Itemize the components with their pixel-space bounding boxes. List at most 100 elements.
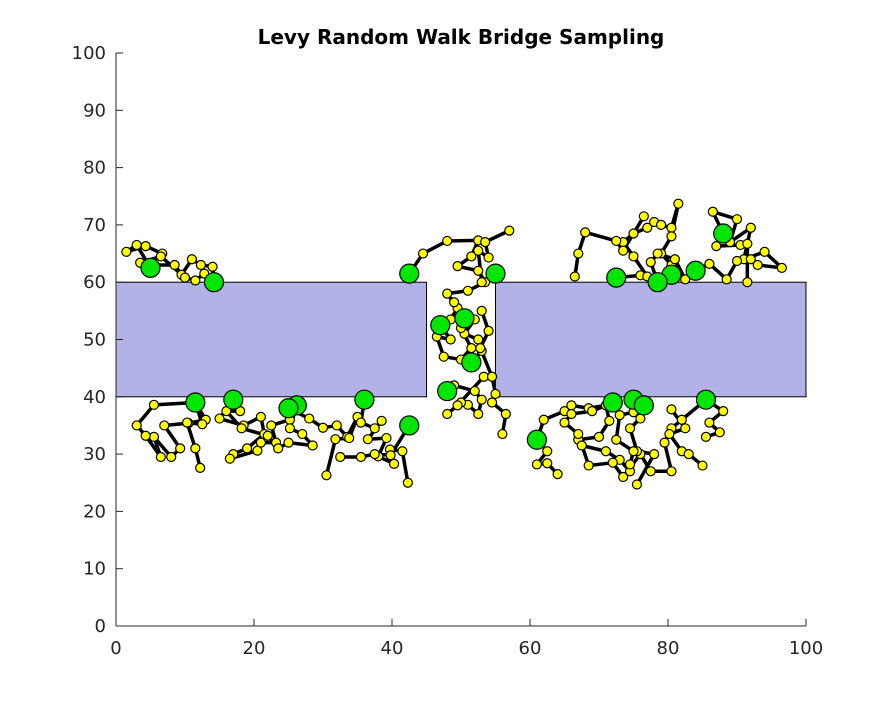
waypoint-marker xyxy=(704,258,715,269)
waypoint-marker xyxy=(190,443,201,454)
waypoint-marker xyxy=(707,206,718,217)
waypoint-marker xyxy=(566,408,577,420)
y-tick-label: 40 xyxy=(83,387,106,408)
waypoint-marker xyxy=(369,449,380,460)
waypoint-marker xyxy=(140,430,151,441)
waypoint-marker xyxy=(704,417,715,428)
waypoint-marker xyxy=(683,449,694,460)
waypoint-marker xyxy=(466,251,477,262)
waypoint-marker xyxy=(669,254,681,265)
waypoint-marker xyxy=(680,274,691,285)
waypoint-marker xyxy=(486,397,498,408)
walk-start-marker xyxy=(278,398,299,419)
y-tick-label: 70 xyxy=(83,215,106,236)
waypoint-marker xyxy=(714,427,725,438)
waypoint-marker xyxy=(344,432,355,444)
waypoint-marker xyxy=(552,469,563,480)
walk-markers xyxy=(121,198,787,490)
waypoint-marker xyxy=(121,246,132,257)
waypoint-marker xyxy=(628,228,639,239)
waypoint-marker xyxy=(624,459,636,470)
waypoint-marker xyxy=(652,248,663,259)
waypoint-marker xyxy=(175,443,186,454)
waypoint-marker xyxy=(642,222,653,233)
waypoint-marker xyxy=(618,471,629,483)
waypoint-marker xyxy=(745,222,756,233)
waypoint-marker xyxy=(593,431,605,443)
waypoint-marker xyxy=(742,277,753,288)
waypoint-marker xyxy=(776,262,787,273)
waypoint-marker xyxy=(321,470,332,481)
y-tick-label: 0 xyxy=(95,616,106,637)
waypoint-marker xyxy=(283,437,294,448)
waypoint-marker xyxy=(331,420,342,431)
waypoint-marker xyxy=(504,225,515,236)
waypoint-marker xyxy=(486,371,498,382)
waypoint-marker xyxy=(131,420,142,431)
waypoint-marker xyxy=(473,334,484,345)
waypoint-marker xyxy=(645,466,656,477)
waypoint-marker xyxy=(752,259,763,271)
walk-start-marker xyxy=(485,263,506,284)
waypoint-marker xyxy=(442,288,453,299)
waypoint-marker xyxy=(452,261,463,272)
waypoint-marker xyxy=(638,211,649,222)
waypoint-marker xyxy=(611,434,622,445)
waypoint-marker xyxy=(317,422,329,433)
waypoint-marker xyxy=(304,413,315,424)
waypoint-marker xyxy=(731,214,743,225)
waypoint-marker xyxy=(680,423,691,434)
walk-start-marker xyxy=(606,267,627,288)
waypoint-marker xyxy=(542,458,553,469)
waypoint-marker xyxy=(214,413,225,424)
waypoint-marker xyxy=(666,222,677,233)
obstacle-rect-1 xyxy=(115,281,427,398)
waypoint-marker xyxy=(397,446,408,457)
waypoint-marker xyxy=(666,404,677,415)
waypoint-marker xyxy=(355,451,367,463)
waypoint-marker xyxy=(155,451,166,463)
x-tick-label: 0 xyxy=(110,638,121,659)
waypoint-marker xyxy=(369,423,380,434)
waypoint-marker xyxy=(573,428,584,440)
walk-start-marker xyxy=(185,392,206,413)
waypoint-marker xyxy=(255,411,266,422)
waypoint-marker xyxy=(542,446,553,457)
waypoint-marker xyxy=(490,388,501,400)
waypoint-marker xyxy=(262,430,273,441)
waypoint-marker xyxy=(475,342,486,354)
waypoint-marker xyxy=(742,238,753,249)
waypoint-marker xyxy=(583,460,594,471)
waypoint-marker xyxy=(731,255,743,267)
chart-title: Levy Random Walk Bridge Sampling xyxy=(258,25,665,49)
waypoint-marker xyxy=(181,417,193,428)
waypoint-marker xyxy=(500,408,511,420)
waypoint-marker xyxy=(628,251,639,262)
walk-start-marker xyxy=(223,389,244,410)
walk-start-marker xyxy=(430,315,451,336)
waypoint-marker xyxy=(473,265,484,276)
waypoint-marker xyxy=(242,443,253,454)
walk-end-marker xyxy=(203,272,225,293)
waypoint-marker xyxy=(659,437,670,448)
waypoint-marker xyxy=(273,443,284,454)
waypoint-marker xyxy=(476,394,487,405)
waypoint-marker xyxy=(573,248,584,259)
waypoint-marker xyxy=(607,457,618,468)
walk-start-marker xyxy=(602,392,623,413)
walk-path-23 xyxy=(573,214,646,279)
waypoint-marker xyxy=(745,254,756,265)
waypoint-marker xyxy=(284,423,295,434)
waypoint-marker xyxy=(673,198,684,209)
y-tick-label: 10 xyxy=(83,559,106,580)
waypoint-marker xyxy=(645,257,656,268)
waypoint-marker xyxy=(224,453,235,464)
x-tick-label: 60 xyxy=(519,638,542,659)
x-tick-label: 80 xyxy=(657,638,680,659)
waypoint-marker xyxy=(676,414,687,425)
waypoint-marker xyxy=(566,400,577,411)
axes: 0 20 40 60 80 100 0 10 20 30 40 50 60 70 80 90 100 xyxy=(72,43,824,659)
walk-start-marker xyxy=(633,395,654,416)
waypoint-marker xyxy=(197,419,208,430)
